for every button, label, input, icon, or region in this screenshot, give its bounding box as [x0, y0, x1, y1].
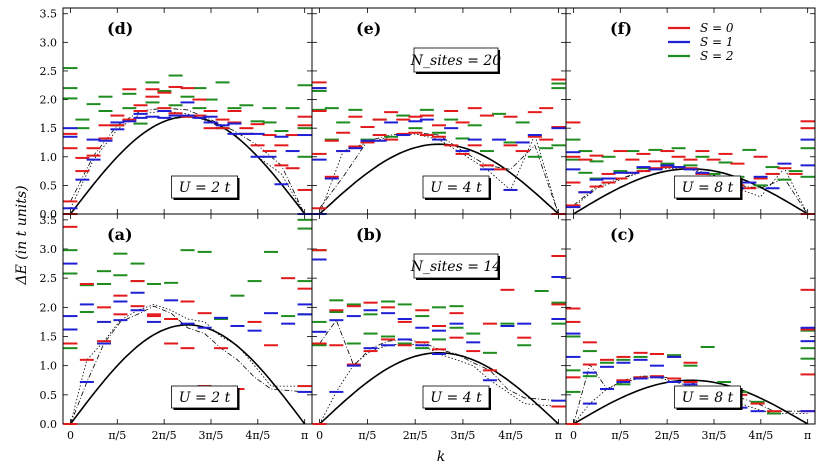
panel-a: 0 π/5 2π/5 3π/5 4π/5 π 0.0 0.5 1.0 1.5 2.0 2.5 3.0 3.…	[40, 213, 313, 442]
x-axis-title: k	[437, 449, 445, 465]
y-tick-label: 3.0	[40, 36, 58, 49]
u-value-label: U = 2 t	[179, 390, 231, 406]
dashdot-line	[573, 363, 808, 425]
legend-label-s2: S = 2	[700, 49, 734, 63]
dotted-line	[573, 376, 808, 425]
panel-label: (e)	[356, 19, 381, 38]
x-tick-label: 4π/5	[245, 429, 270, 442]
spinon-boundary-curve	[69, 323, 306, 425]
y-tick-label: 3.5	[40, 8, 58, 21]
y-axis-title-group: ΔE (in t units)	[14, 185, 30, 285]
dashdot-line	[70, 305, 305, 425]
x-tick-label: 0	[67, 429, 74, 442]
y-tick-label: 0.0	[40, 418, 58, 431]
x-tick-label: 2π/5	[152, 429, 177, 442]
u-value-label: U = 8 t	[682, 180, 734, 196]
u-box	[422, 175, 490, 199]
nsites-box	[413, 253, 499, 279]
u-box	[171, 385, 238, 409]
panel-f: (f) U = 8 t S = 0S = 1S = 2	[565, 7, 816, 215]
nsites-box	[413, 47, 499, 73]
panel-label: (a)	[107, 225, 133, 244]
x-tick-label: π/5	[611, 429, 629, 442]
x-tick-label: 0	[570, 429, 577, 442]
y-tick-label: 1.5	[40, 122, 58, 135]
u-box	[674, 385, 741, 409]
spinon-boundary-curve	[319, 351, 560, 425]
x-tick-label: 3π/5	[199, 429, 224, 442]
x-tick-label: 4π/5	[498, 429, 523, 442]
panel-label: (d)	[107, 19, 133, 38]
x-tick-label: π	[301, 429, 308, 442]
dotted-line	[319, 343, 559, 425]
x-tick-label: π/5	[108, 429, 126, 442]
panel-d: 0.0 0.5 1.0 1.5 2.0 2.5 3.0 3.5 (d) U = 2 t	[40, 7, 313, 221]
u-box	[674, 175, 741, 199]
y-tick-label: 1.5	[40, 331, 58, 344]
panel-c: 0 π/5 2π/5 3π/5 4π/5 π (c) U = 8 t	[565, 213, 816, 442]
u-value-label: U = 2 t	[179, 180, 231, 196]
x-tick-label: 3π/5	[450, 429, 475, 442]
y-tick-label: 0.0	[40, 208, 58, 221]
nsites-label: N_sites = 14	[410, 259, 501, 275]
x-tick-label: 4π/5	[748, 429, 773, 442]
u-value-label: U = 8 t	[682, 390, 734, 406]
y-tick-label: 2.0	[40, 94, 58, 107]
panel-b: 0 π/5 2π/5 3π/5 4π/5 π (b) U = 4 t N_sites = 14	[311, 213, 567, 442]
x-tick-label: π/5	[358, 429, 376, 442]
spinon-boundary-curve	[319, 143, 560, 215]
y-tick-label: 0.5	[40, 389, 58, 402]
y-axis-title: ΔE (in t units)	[14, 185, 30, 285]
panel-label: (f)	[610, 19, 632, 38]
y-tick-label: 2.5	[40, 65, 58, 78]
u-box	[422, 385, 490, 409]
y-tick-label: 1.0	[40, 151, 58, 164]
y-tick-label: 3.5	[40, 214, 58, 227]
dotted-line	[70, 303, 305, 425]
y-tick-label: 2.0	[40, 301, 58, 314]
panels-group: 0.0 0.5 1.0 1.5 2.0 2.5 3.0 3.5 (d) U = 2 t (e) U =…	[40, 7, 816, 442]
x-tick-label: 2π/5	[403, 429, 428, 442]
u-box	[171, 175, 238, 199]
panel-e: (e) U = 4 t N_sites = 20	[311, 7, 567, 215]
x-tick-label: π	[804, 429, 811, 442]
u-value-label: U = 4 t	[430, 180, 482, 196]
x-tick-label: 2π/5	[655, 429, 680, 442]
x-tick-label: 0	[316, 429, 323, 442]
legend-label-s1: S = 1	[700, 35, 734, 49]
dashdot-line	[319, 319, 559, 402]
y-tick-label: 3.0	[40, 243, 58, 256]
spinon-boundary-curve	[573, 379, 809, 425]
x-tick-label: π	[555, 429, 562, 442]
y-tick-label: 0.5	[40, 179, 58, 192]
u-value-label: U = 4 t	[430, 390, 482, 406]
legend-label-s0: S = 0	[700, 21, 734, 35]
y-tick-label: 1.0	[40, 360, 58, 373]
panel-label: (c)	[610, 225, 635, 244]
x-tick-label: 3π/5	[702, 429, 727, 442]
panel-label: (b)	[356, 225, 382, 244]
panel-frame	[565, 213, 816, 425]
dashdot-line	[319, 132, 559, 215]
nsites-label: N_sites = 20	[410, 53, 502, 69]
y-tick-label: 2.5	[40, 272, 58, 285]
